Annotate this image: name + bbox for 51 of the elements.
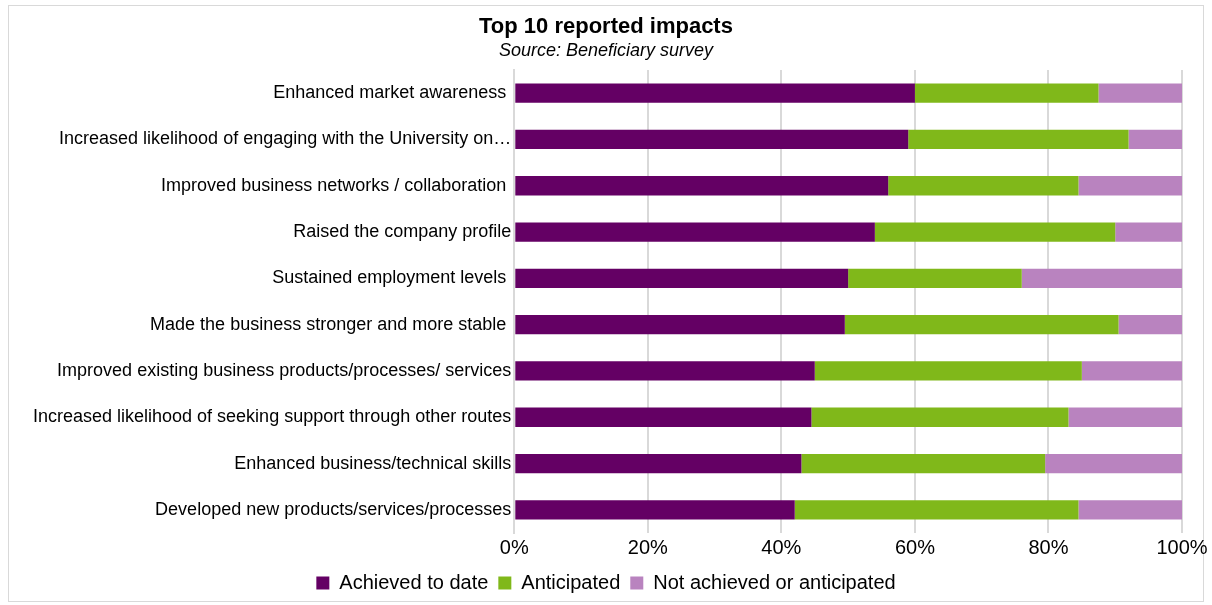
- bar: [515, 222, 875, 242]
- legend-label: Not achieved or anticipated: [653, 570, 896, 593]
- bar: [888, 176, 1079, 196]
- bar: [515, 361, 815, 381]
- bar: [874, 222, 1116, 242]
- x-tick-label: 0%: [499, 535, 529, 558]
- bar: [908, 129, 1129, 150]
- bar: [848, 268, 1022, 288]
- bar: [801, 453, 1046, 474]
- bar: [844, 315, 1119, 335]
- bar: [1021, 268, 1182, 288]
- bar: [1068, 407, 1182, 427]
- y-tick-label: Enhanced market awareness: [273, 82, 512, 103]
- y-tick-label: Developed new products/services/processes: [155, 498, 512, 519]
- x-tick-label: 80%: [1028, 535, 1069, 558]
- y-tick-label: Improved business networks / collaboration: [161, 174, 512, 195]
- x-tick-label: 60%: [894, 535, 936, 558]
- bar: [1081, 361, 1182, 381]
- bar: [515, 129, 909, 150]
- bar: [1078, 176, 1182, 196]
- y-tick-label: Made the business stronger and more stable: [150, 313, 512, 334]
- bar: [515, 407, 812, 427]
- y-tick-label: Increased likelihood of seeking support through other routes: [32, 406, 512, 427]
- bar: [814, 361, 1082, 381]
- bar: [1118, 315, 1182, 335]
- bar: [914, 83, 1099, 103]
- y-tick-label: Sustained employment levels: [272, 267, 512, 288]
- bar: [515, 83, 915, 103]
- bar: [515, 176, 889, 196]
- bar: [515, 268, 849, 288]
- x-tick-label: 40%: [761, 535, 802, 558]
- bar: [1115, 222, 1182, 242]
- bar: [811, 407, 1069, 427]
- y-tick-label: Improved existing business products/processes/ services: [57, 359, 512, 380]
- bar: [1128, 129, 1182, 150]
- legend-label: Anticipated: [521, 570, 621, 593]
- legend-label: Achieved to date: [339, 570, 489, 593]
- bar: [515, 453, 802, 474]
- bar: [515, 315, 845, 335]
- chart-subtitle: Source: Beneficiary survey: [498, 40, 715, 61]
- bar: [1045, 453, 1182, 474]
- x-tick-label: 100%: [1156, 535, 1208, 558]
- x-tick-label: 20%: [627, 535, 669, 558]
- bar: [1098, 83, 1182, 103]
- y-tick-label: Raised the company profile: [293, 221, 512, 242]
- bar: [515, 500, 795, 520]
- chart-title: Top 10 reported impacts: [479, 13, 733, 39]
- bar: [1078, 500, 1182, 520]
- y-tick-label: Increased likelihood of engaging with the University on…: [59, 128, 512, 149]
- bar: [794, 500, 1079, 520]
- y-tick-label: Enhanced business/technical skills: [234, 452, 512, 473]
